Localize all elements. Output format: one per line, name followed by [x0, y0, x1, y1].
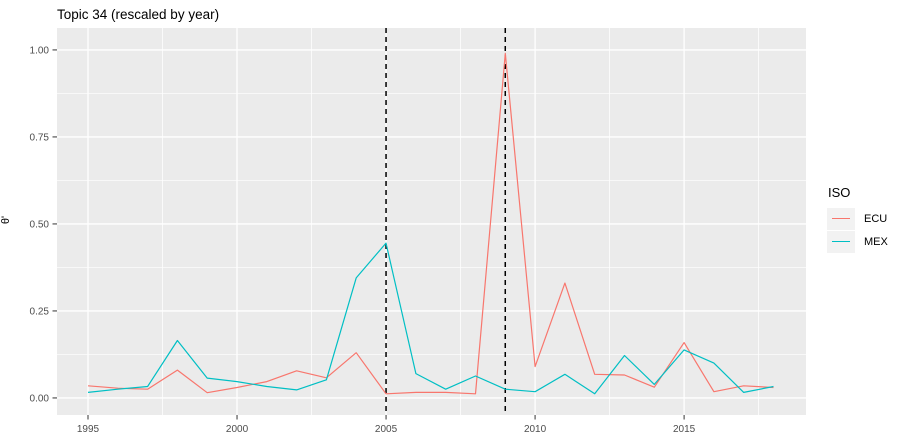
legend-key-line-icon: [832, 241, 850, 242]
legend-title: ISO: [828, 185, 851, 200]
y-tick-label: 1.00: [30, 45, 50, 56]
legend-label: MEX: [864, 235, 888, 248]
chart-title: Topic 34 (rescaled by year): [57, 7, 220, 22]
legend-item-ECU: ECU: [827, 207, 888, 230]
legend-label: ECU: [864, 212, 888, 225]
y-tick-label: 0.50: [30, 219, 50, 230]
legend: ISO ECU MEX: [827, 185, 888, 253]
legend-key-line-icon: [832, 218, 850, 219]
series-line-MEX: [87, 242, 774, 395]
x-tick-label: 2015: [673, 424, 696, 435]
x-tick-label: 2005: [375, 424, 398, 435]
series-line-ECU: [87, 52, 774, 395]
legend-items: ECU MEX: [827, 207, 888, 253]
legend-key-MEX: [827, 230, 855, 253]
y-tick-label: 0.75: [30, 132, 50, 143]
x-tick-label: 1995: [77, 424, 100, 435]
legend-item-MEX: MEX: [827, 230, 888, 253]
x-tick-label: 2010: [524, 424, 547, 435]
x-tick-label: 2000: [226, 424, 249, 435]
y-tick-label: 0.25: [30, 306, 50, 317]
y-tick-label: 0.00: [30, 393, 50, 404]
panel-background: [57, 28, 806, 415]
legend-key-ECU: [827, 207, 855, 230]
